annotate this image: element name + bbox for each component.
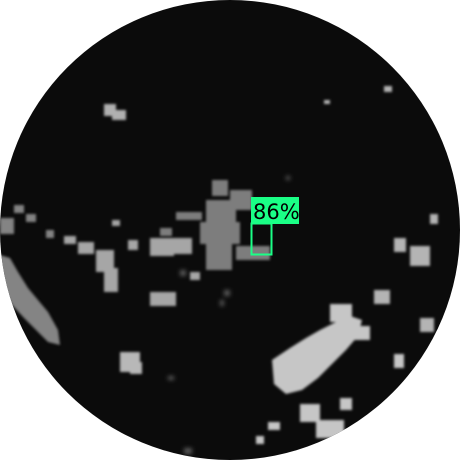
- echo-blob-lower-left: [120, 352, 142, 374]
- detection-confidence-label: 86%: [253, 200, 300, 224]
